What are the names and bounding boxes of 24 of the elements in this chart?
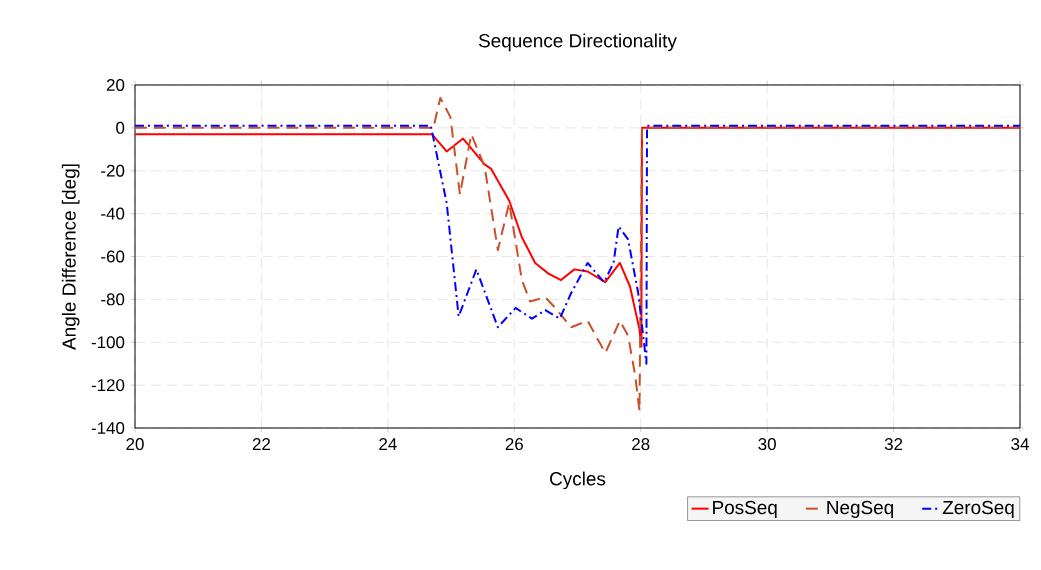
y-tick-label: -60 (101, 250, 125, 263)
legend-label: NegSeq (827, 500, 894, 518)
y-tick-label: -100 (91, 336, 125, 349)
x-tick-label: 28 (632, 438, 650, 451)
line-series (134, 96, 1022, 412)
x-tick-label: 22 (252, 438, 270, 450)
x-tick-label: 26 (505, 438, 523, 451)
chart-title: Sequence Directionality (478, 33, 677, 52)
y-tick-label: 0 (116, 121, 125, 134)
y-axis-title: Angle Difference [deg] (61, 164, 80, 350)
x-tick-label: 30 (758, 438, 776, 451)
x-tick-label: 24 (379, 438, 397, 450)
y-tick-label: -140 (91, 422, 125, 434)
y-tick-label: -40 (101, 207, 125, 220)
x-tick-label: 34 (1011, 438, 1029, 451)
y-tick-label: -80 (101, 293, 125, 306)
y-tick-label: -20 (101, 164, 125, 177)
x-axis-title: Cycles (550, 471, 606, 490)
y-tick-label: 20 (106, 79, 125, 91)
x-tick-label: 20 (126, 438, 144, 451)
y-tick-label: -120 (91, 379, 125, 392)
x-tick-label: 32 (884, 438, 903, 451)
legend-label: ZeroSeq (942, 500, 1014, 518)
legend-label: PosSeq (713, 500, 777, 518)
